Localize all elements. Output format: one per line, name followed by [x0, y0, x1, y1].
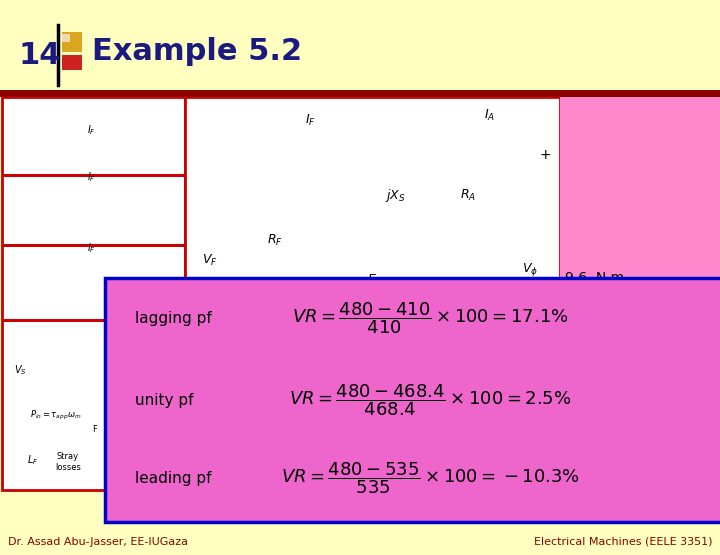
Text: 9.6  N.m: 9.6 N.m — [565, 271, 624, 285]
Text: $P_{in} = \tau_{app}\omega_m$: $P_{in} = \tau_{app}\omega_m$ — [30, 408, 81, 422]
Text: $jX_S$: $jX_S$ — [384, 186, 405, 204]
Text: $I_F$: $I_F$ — [86, 241, 96, 255]
Text: unity pf: unity pf — [135, 392, 194, 407]
Bar — [2, 174, 185, 177]
Text: $R_F$: $R_F$ — [267, 233, 283, 248]
Text: $V_\phi$: $V_\phi$ — [522, 261, 538, 279]
Text: $I_F$: $I_F$ — [86, 123, 96, 137]
Bar — [62, 34, 70, 42]
Text: leading pf: leading pf — [135, 471, 212, 486]
Text: $R_F$: $R_F$ — [109, 308, 122, 322]
Bar — [105, 278, 720, 522]
Text: $V_S$: $V_S$ — [14, 363, 27, 377]
Text: $V_F$: $V_F$ — [202, 253, 218, 268]
Text: $R_A$: $R_A$ — [460, 188, 476, 203]
Text: Dr. Assad Abu-Jasser, EE-IUGaza: Dr. Assad Abu-Jasser, EE-IUGaza — [8, 537, 188, 547]
Bar — [560, 97, 720, 290]
Bar — [62, 32, 82, 52]
Text: $E_A$: $E_A$ — [367, 273, 382, 287]
Bar — [560, 290, 720, 390]
Text: 14: 14 — [18, 41, 60, 69]
Text: $I_F$: $I_F$ — [86, 170, 96, 184]
Text: F: F — [93, 426, 97, 435]
Text: +: + — [539, 148, 551, 162]
Text: −: − — [533, 376, 547, 394]
Text: $L_F$: $L_F$ — [268, 322, 282, 337]
Text: Stray
losses: Stray losses — [55, 452, 81, 472]
Text: $I_F$: $I_F$ — [305, 113, 315, 128]
Text: b: b — [557, 284, 565, 296]
Bar — [0, 90, 720, 97]
Bar — [2, 319, 185, 322]
Bar — [185, 97, 560, 390]
Bar — [62, 55, 82, 70]
Text: Example 5.2: Example 5.2 — [92, 38, 302, 67]
Text: $VR = \dfrac{480-410}{410} \times 100 = 17.1\%$: $VR = \dfrac{480-410}{410} \times 100 = … — [292, 300, 568, 336]
Text: lagging pf: lagging pf — [135, 310, 212, 325]
Bar — [2, 244, 185, 247]
Text: 5.7  N.m: 5.7 N.m — [565, 361, 624, 375]
Text: $VR = \dfrac{480-535}{535} \times 100 = -10.3\%$: $VR = \dfrac{480-535}{535} \times 100 = … — [281, 460, 580, 496]
Bar — [2, 97, 185, 490]
Text: $I_A$: $I_A$ — [485, 108, 495, 123]
Text: $VR = \dfrac{480-468.4}{468.4} \times 100 = 2.5\%$: $VR = \dfrac{480-468.4}{468.4} \times 10… — [289, 382, 571, 418]
Text: $L_F$: $L_F$ — [27, 453, 39, 467]
Text: Electrical Machines (EELE 3351): Electrical Machines (EELE 3351) — [534, 537, 712, 547]
